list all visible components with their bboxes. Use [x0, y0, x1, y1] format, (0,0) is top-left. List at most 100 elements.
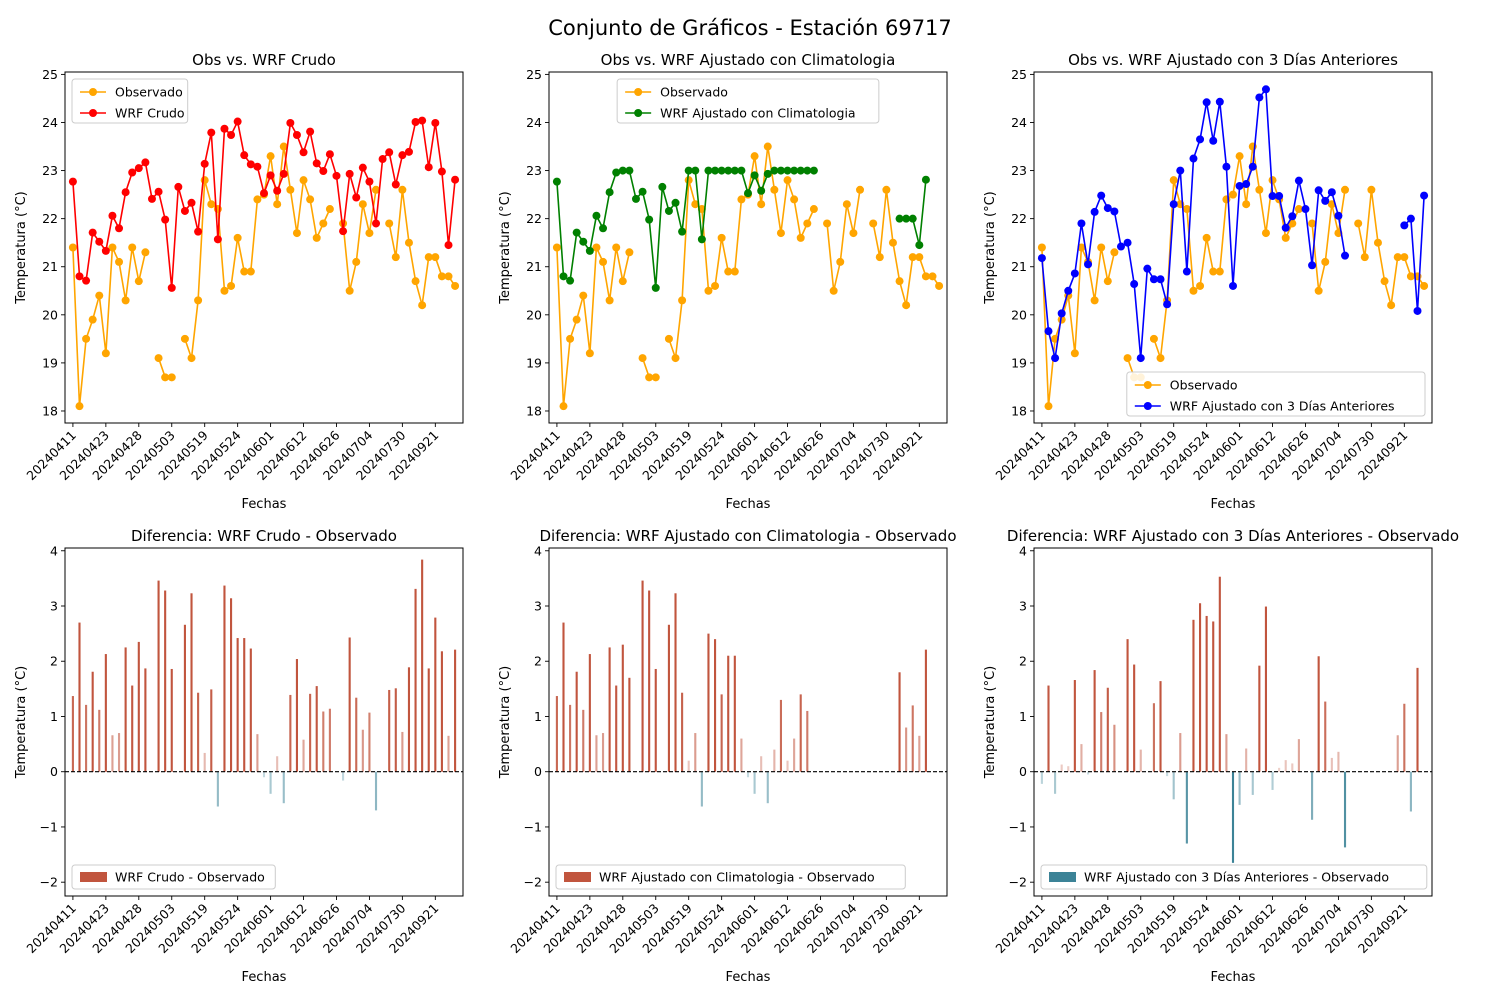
panel-2: Obs vs. WRF Ajustado con Climatologia 18 1… [498, 51, 948, 512]
bar [1139, 749, 1142, 772]
bar [615, 685, 618, 772]
data-point [319, 219, 328, 228]
data-point [358, 163, 367, 172]
bar [753, 771, 756, 794]
data-point [1163, 300, 1172, 309]
y-tick-label: −1 [40, 819, 58, 834]
figure-title: Conjunto de Gráficos - Estación 69717 [548, 16, 952, 40]
data-point [1242, 200, 1251, 209]
data-point [790, 166, 799, 175]
data-point [1110, 248, 1119, 257]
data-point [658, 182, 667, 191]
y-tick-label: 20 [42, 307, 58, 322]
data-point [1261, 229, 1270, 238]
data-point [1400, 221, 1409, 230]
data-point [141, 158, 150, 167]
data-point [194, 296, 203, 305]
data-point [75, 272, 84, 281]
y-tick-label: 25 [1011, 67, 1027, 82]
data-point [75, 402, 84, 411]
data-point [246, 267, 255, 276]
bar [276, 756, 279, 772]
bar [315, 686, 318, 772]
bar [608, 647, 611, 772]
legend: Observado WRF Ajustado con 3 Días Anterio… [1126, 371, 1426, 417]
data-point [332, 171, 341, 180]
data-point [1321, 196, 1330, 205]
bar [414, 588, 417, 772]
data-point [266, 171, 275, 180]
data-point [691, 166, 700, 175]
data-point [1235, 181, 1244, 190]
data-point [115, 257, 124, 266]
bar [1324, 701, 1327, 772]
data-point [915, 241, 924, 250]
bar [667, 624, 670, 772]
bar [98, 709, 101, 772]
data-point [1380, 277, 1389, 286]
bar [1337, 751, 1340, 772]
data-point [68, 243, 77, 252]
data-point [404, 147, 413, 156]
data-point [1156, 275, 1165, 284]
y-tick-label: 3 [1019, 599, 1027, 614]
data-point [638, 354, 647, 363]
legend-box [616, 78, 880, 124]
series-line [1357, 189, 1425, 306]
data-point [345, 169, 354, 178]
series-line [1403, 195, 1425, 312]
bar [1113, 724, 1116, 772]
y-tick-label: 19 [526, 355, 542, 370]
panel-title: Diferencia: WRF Crudo - Observado [131, 527, 397, 545]
bar [898, 672, 901, 772]
data-point [121, 188, 130, 197]
bar [427, 668, 430, 772]
bar [582, 709, 585, 772]
y-tick-label: 25 [42, 67, 58, 82]
data-point [678, 227, 687, 236]
bar [1054, 771, 1057, 794]
data-point [404, 238, 413, 247]
bar [1251, 771, 1254, 795]
data-point [572, 315, 581, 324]
data-point [809, 166, 818, 175]
bar [1166, 771, 1169, 777]
bar [799, 694, 802, 772]
data-point [253, 162, 262, 171]
data-point [579, 237, 588, 246]
data-point [671, 354, 680, 363]
data-point [141, 248, 150, 257]
y-tick-label: 22 [526, 211, 542, 226]
data-point [1169, 176, 1178, 185]
y-tick-label: 3 [50, 599, 58, 614]
data-point [233, 233, 242, 242]
data-point [240, 267, 249, 276]
data-point [645, 215, 654, 224]
legend-box [555, 864, 906, 890]
data-point [585, 349, 594, 358]
bar [289, 694, 292, 772]
data-point [882, 185, 891, 194]
bar [131, 685, 134, 772]
data-point [398, 185, 407, 194]
data-point [88, 228, 97, 237]
data-point [372, 219, 381, 228]
data-point [836, 257, 845, 266]
bar [282, 771, 285, 804]
data-point [365, 177, 374, 186]
y-tick-label: 20 [1011, 307, 1027, 322]
data-point [1037, 254, 1046, 263]
data-point [154, 187, 163, 196]
data-point [128, 243, 137, 252]
data-point [1288, 219, 1297, 228]
data-point [770, 185, 779, 194]
bar [137, 641, 140, 772]
legend-entry: WRF Ajustado con Climatologia - Observad… [599, 870, 875, 885]
data-point [339, 219, 348, 228]
data-point [612, 168, 621, 177]
data-point [908, 253, 917, 262]
data-point [286, 185, 295, 194]
bar [223, 585, 226, 772]
data-point [704, 166, 713, 175]
bar [746, 771, 750, 778]
